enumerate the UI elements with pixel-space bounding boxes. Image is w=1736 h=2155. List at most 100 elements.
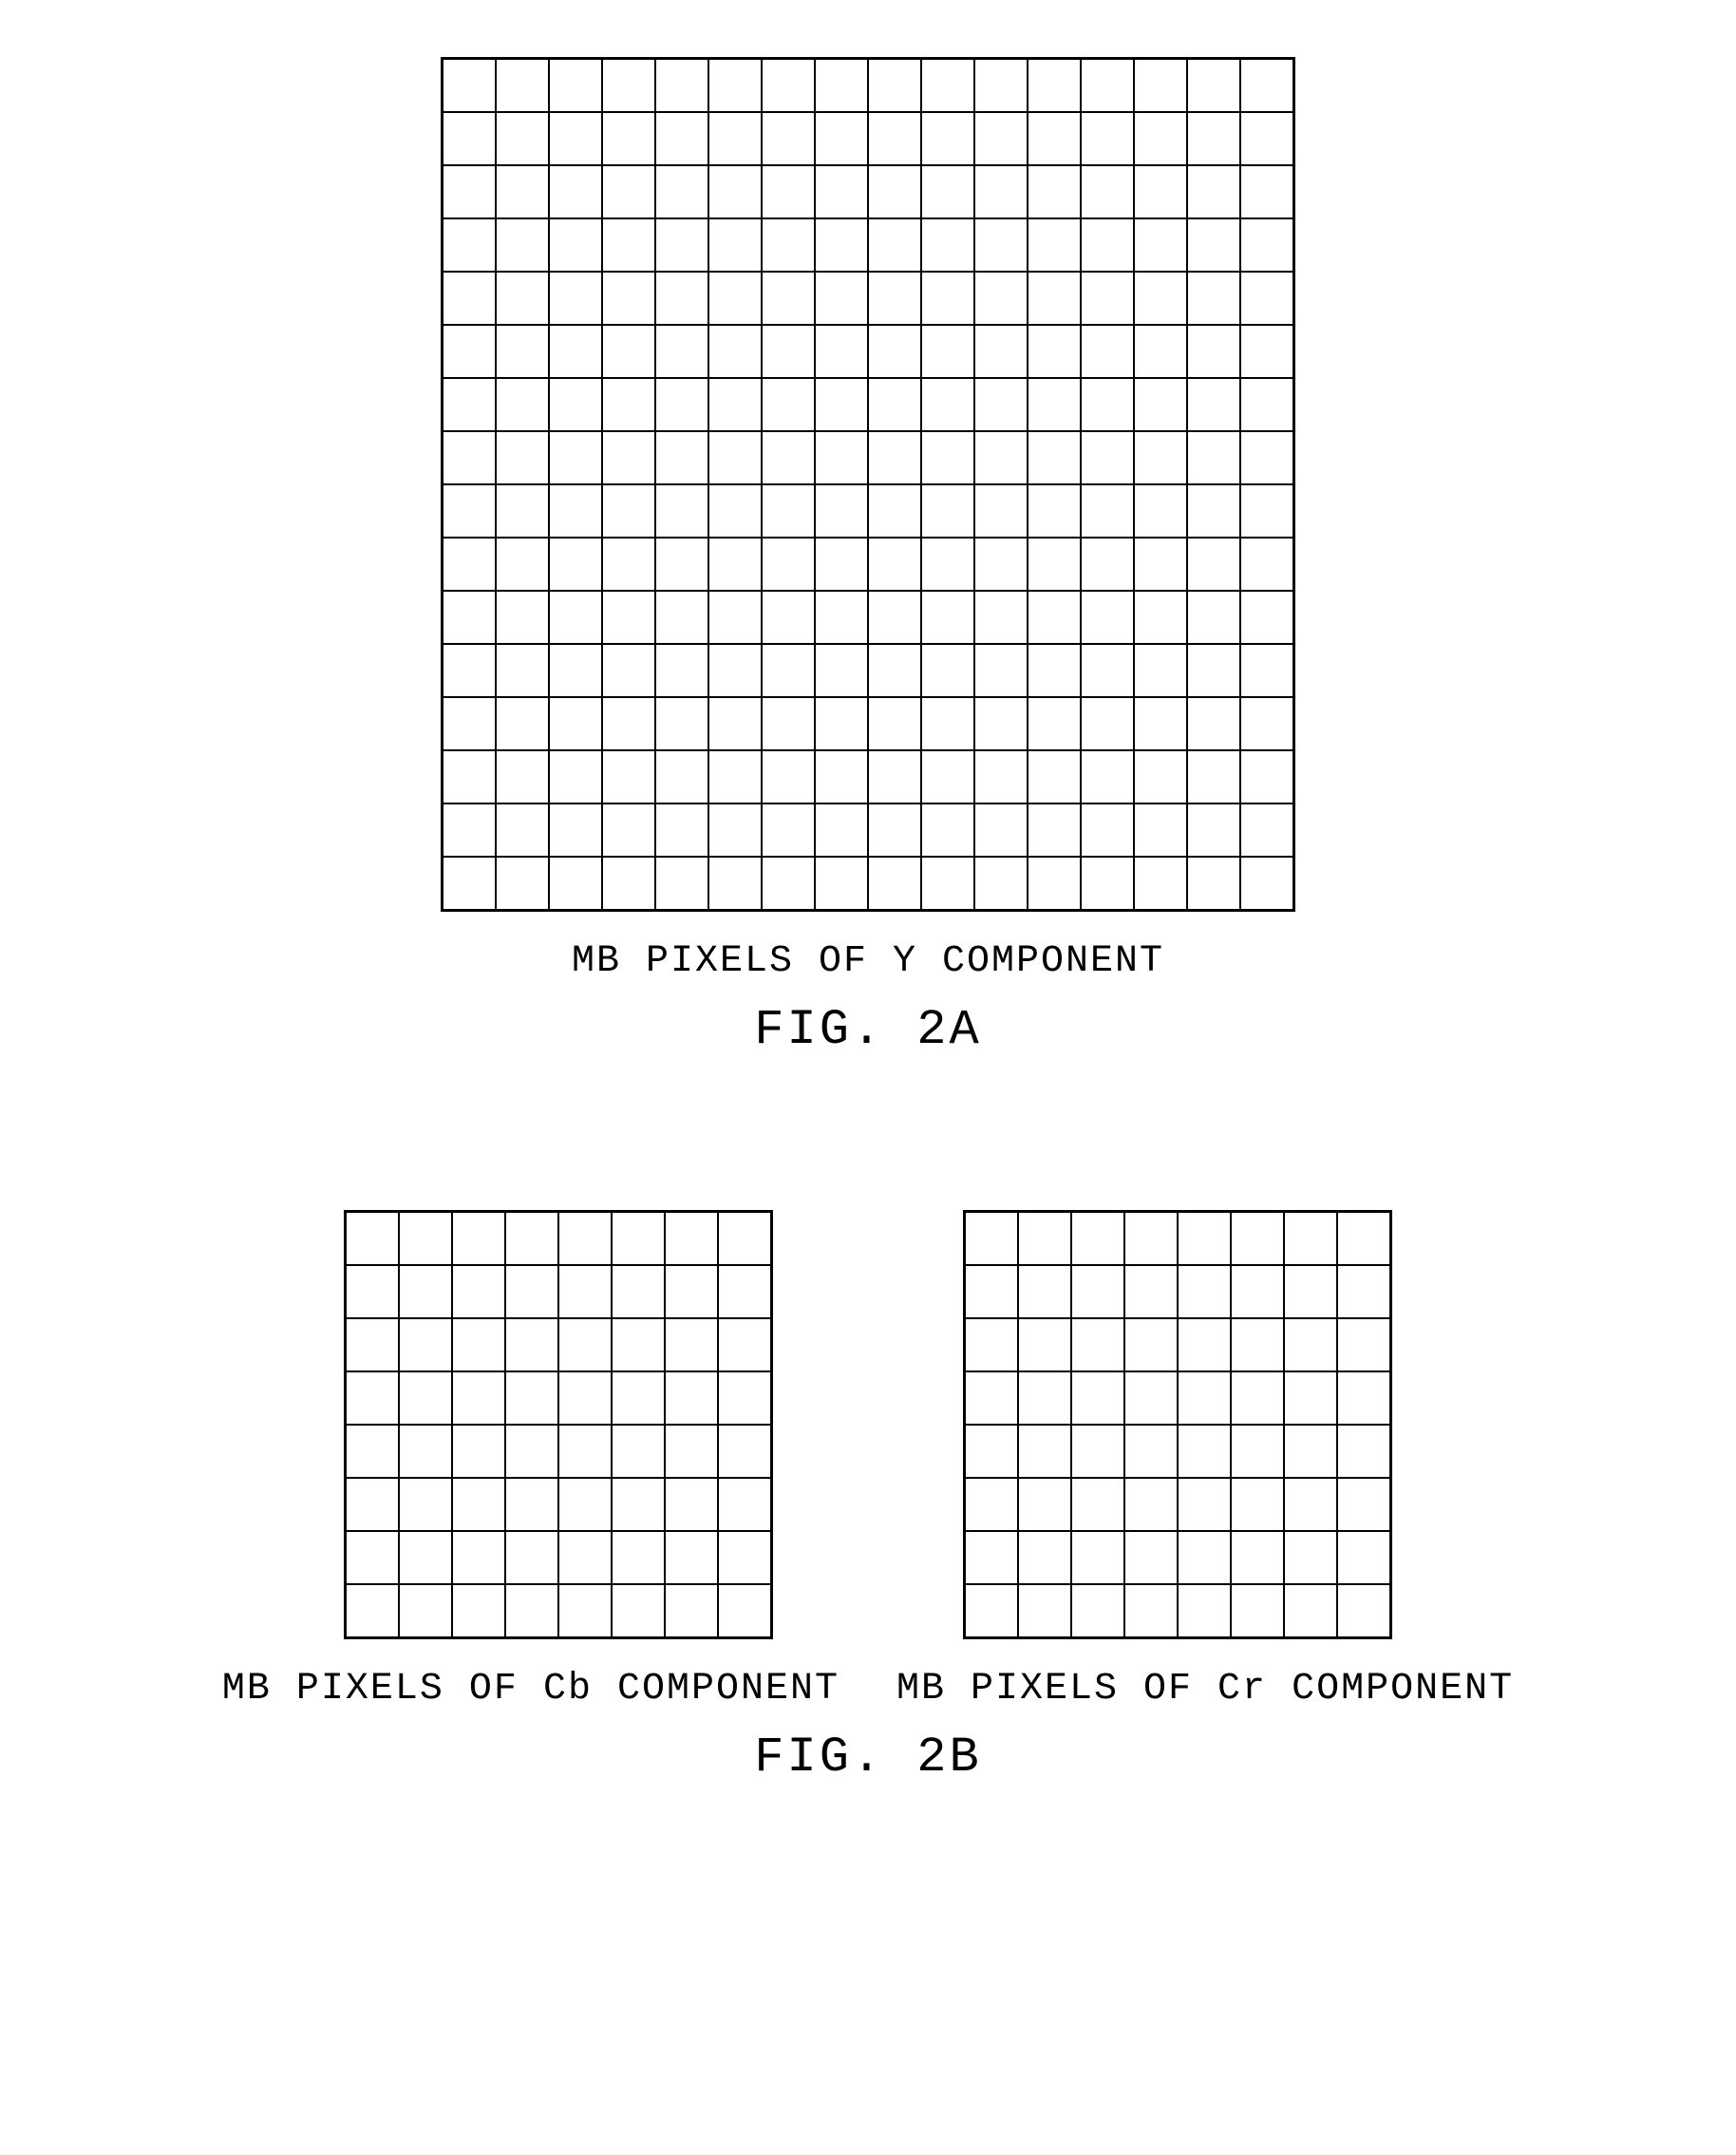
grid-cell xyxy=(868,538,921,591)
grid-cell xyxy=(505,1371,558,1425)
grid-cell xyxy=(1284,1371,1337,1425)
grid-cell xyxy=(505,1318,558,1371)
grid-cell xyxy=(1240,378,1293,431)
grid-cell xyxy=(1337,1531,1390,1584)
grid-cell xyxy=(443,538,496,591)
grid-cell xyxy=(1071,1584,1124,1637)
grid-cell xyxy=(921,750,974,803)
grid-cell xyxy=(868,750,921,803)
grid-cell xyxy=(505,1265,558,1318)
grid-cell xyxy=(399,1425,452,1478)
grid-cell xyxy=(1134,112,1187,165)
grid-cell xyxy=(1081,538,1134,591)
grid-cell xyxy=(655,272,708,325)
grid-cell xyxy=(496,59,549,112)
grid-cell xyxy=(708,272,762,325)
grid-cell xyxy=(452,1265,505,1318)
y-component-grid xyxy=(441,57,1295,912)
grid-cell xyxy=(868,803,921,857)
grid-cell xyxy=(1187,165,1240,218)
grid-cell xyxy=(921,538,974,591)
grid-cell xyxy=(1178,1584,1231,1637)
grid-cell xyxy=(496,272,549,325)
grid-cell xyxy=(708,591,762,644)
grid-cell xyxy=(1134,325,1187,378)
grid-cell xyxy=(558,1212,612,1265)
grid-cell xyxy=(718,1478,771,1531)
grid-cell xyxy=(346,1478,399,1531)
grid-cell xyxy=(965,1584,1018,1637)
grid-cell xyxy=(496,484,549,538)
grid-cell xyxy=(496,591,549,644)
grid-cell xyxy=(1231,1371,1284,1425)
grid-cell xyxy=(612,1478,665,1531)
grid-cell xyxy=(718,1212,771,1265)
grid-cell xyxy=(762,431,815,484)
grid-cell xyxy=(1028,803,1081,857)
grid-cell xyxy=(1231,1584,1284,1637)
grid-cell xyxy=(602,112,655,165)
grid-cell xyxy=(549,750,602,803)
grid-cell xyxy=(602,431,655,484)
grid-cell xyxy=(612,1584,665,1637)
grid-cell xyxy=(612,1425,665,1478)
grid-cell xyxy=(1240,431,1293,484)
grid-cell xyxy=(1187,697,1240,750)
grid-cell xyxy=(1018,1531,1071,1584)
grid-cell xyxy=(549,112,602,165)
grid-cell xyxy=(496,857,549,910)
grid-cell xyxy=(1081,59,1134,112)
grid-cell xyxy=(1284,1531,1337,1584)
grid-cell xyxy=(1240,272,1293,325)
grid-cell xyxy=(868,484,921,538)
grid-cell xyxy=(1231,1212,1284,1265)
grid-cell xyxy=(602,697,655,750)
grid-cell xyxy=(1134,165,1187,218)
grid-cell xyxy=(921,218,974,272)
grid-cell xyxy=(665,1265,718,1318)
grid-cell xyxy=(1124,1212,1178,1265)
grid-cell xyxy=(602,325,655,378)
grid-cell xyxy=(443,857,496,910)
cb-component-grid xyxy=(344,1210,773,1639)
grid-cell xyxy=(1081,484,1134,538)
grid-cell xyxy=(1240,644,1293,697)
grid-cell xyxy=(974,218,1028,272)
grid-cell xyxy=(443,59,496,112)
grid-cell xyxy=(708,59,762,112)
grid-cell xyxy=(558,1478,612,1531)
grid-cell xyxy=(1071,1371,1124,1425)
grid-cell xyxy=(815,272,868,325)
grid-cell xyxy=(346,1371,399,1425)
grid-cell xyxy=(1187,750,1240,803)
grid-cell xyxy=(443,272,496,325)
grid-cell xyxy=(558,1371,612,1425)
figure-b-label: FIG. 2B xyxy=(754,1730,981,1786)
grid-cell xyxy=(1134,59,1187,112)
grid-cell xyxy=(549,803,602,857)
grid-cell xyxy=(868,112,921,165)
grid-cell xyxy=(1081,857,1134,910)
grid-cell xyxy=(1134,378,1187,431)
grid-cell xyxy=(1337,1318,1390,1371)
grid-cell xyxy=(655,644,708,697)
grid-cell xyxy=(612,1531,665,1584)
grid-cell xyxy=(558,1584,612,1637)
grid-cell xyxy=(815,112,868,165)
grid-cell xyxy=(655,431,708,484)
grid-cell xyxy=(868,857,921,910)
grid-cell xyxy=(965,1531,1018,1584)
cr-grid-container xyxy=(963,1210,1392,1639)
grid-cell xyxy=(1134,803,1187,857)
grid-cell xyxy=(655,803,708,857)
grid-cell xyxy=(496,538,549,591)
grid-cell xyxy=(1187,803,1240,857)
grid-cell xyxy=(815,325,868,378)
grid-cell xyxy=(1028,431,1081,484)
grid-cell xyxy=(655,325,708,378)
small-captions-row: MB PIXELS OF Cb COMPONENT MB PIXELS OF C… xyxy=(38,1668,1698,1711)
figure-a-label: FIG. 2A xyxy=(754,1002,981,1058)
grid-cell xyxy=(496,165,549,218)
grid-cell xyxy=(974,378,1028,431)
grid-cell xyxy=(1240,165,1293,218)
